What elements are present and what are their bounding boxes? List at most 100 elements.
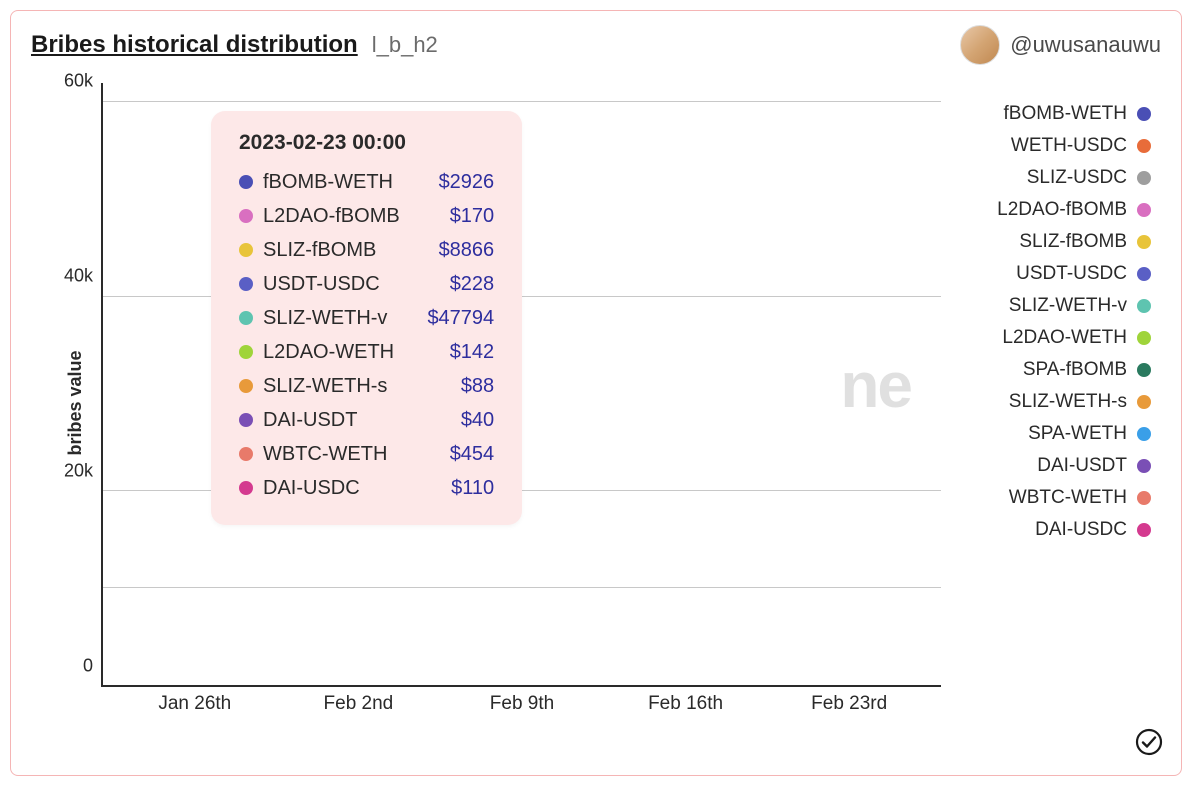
tooltip-row: DAI-USDT $40	[239, 403, 494, 437]
tooltip-value: $228	[450, 267, 495, 301]
tooltip-rows: fBOMB-WETH$2926L2DAO-fBOMB$170SLIZ-fBOMB…	[239, 165, 494, 505]
tooltip-series-label: SLIZ-fBOMB	[263, 233, 376, 267]
legend-item[interactable]: SLIZ-WETH-s	[961, 391, 1161, 413]
legend-dot-icon	[1137, 427, 1151, 441]
tooltip-dot-icon	[239, 413, 253, 427]
y-tick-label: 20k	[64, 461, 93, 482]
tooltip-value: $2926	[439, 165, 495, 199]
y-axis-ticks: 0 20k 40k 60k	[31, 73, 101, 733]
avatar	[960, 25, 1000, 65]
tooltip-dot-icon	[239, 379, 253, 393]
title-group: Bribes historical distribution l_b_h2	[31, 31, 438, 59]
tooltip: 2023-02-23 00:00 fBOMB-WETH$2926L2DAO-fB…	[211, 111, 522, 525]
legend-dot-icon	[1137, 171, 1151, 185]
legend: fBOMB-WETH WETH-USDC SLIZ-USDC L2DAO-fBOMB S…	[941, 73, 1161, 733]
tooltip-series-label: WBTC-WETH	[263, 437, 387, 471]
legend-label: DAI-USDC	[1035, 519, 1127, 541]
tooltip-dot-icon	[239, 447, 253, 461]
legend-label: SLIZ-USDC	[1027, 167, 1127, 189]
tooltip-dot-icon	[239, 209, 253, 223]
legend-label: SLIZ-WETH-s	[1009, 391, 1127, 413]
x-tick-label: Feb 23rd	[785, 693, 913, 715]
legend-item[interactable]: USDT-USDC	[961, 263, 1161, 285]
legend-item[interactable]: L2DAO-WETH	[961, 327, 1161, 349]
tooltip-value: $40	[461, 403, 494, 437]
chart-area: bribes value 020k40k60k ne Jan 26thFeb 2…	[31, 73, 1161, 733]
tooltip-value: $8866	[439, 233, 495, 267]
chart-subtitle: l_b_h2	[372, 32, 438, 58]
author-handle: @uwusanauwu	[1010, 32, 1161, 58]
legend-label: WETH-USDC	[1011, 135, 1127, 157]
legend-dot-icon	[1137, 299, 1151, 313]
tooltip-dot-icon	[239, 175, 253, 189]
legend-item[interactable]: DAI-USDC	[961, 519, 1161, 541]
legend-dot-icon	[1137, 491, 1151, 505]
legend-item[interactable]: SLIZ-fBOMB	[961, 231, 1161, 253]
legend-dot-icon	[1137, 395, 1151, 409]
legend-item[interactable]: SLIZ-WETH-v	[961, 295, 1161, 317]
y-tick-label: 40k	[64, 266, 93, 287]
legend-label: DAI-USDT	[1037, 455, 1127, 477]
legend-label: SLIZ-fBOMB	[1019, 231, 1127, 253]
legend-dot-icon	[1137, 267, 1151, 281]
legend-dot-icon	[1137, 459, 1151, 473]
tooltip-row: SLIZ-WETH-s$88	[239, 369, 494, 403]
legend-label: SLIZ-WETH-v	[1009, 295, 1127, 317]
tooltip-series-label: SLIZ-WETH-v	[263, 301, 387, 335]
tooltip-dot-icon	[239, 243, 253, 257]
tooltip-series-label: DAI-USDC	[263, 471, 360, 505]
x-tick-label: Feb 9th	[458, 693, 586, 715]
legend-dot-icon	[1137, 331, 1151, 345]
x-tick-label: Feb 2nd	[294, 693, 422, 715]
tooltip-value: $142	[450, 335, 495, 369]
tooltip-row: DAI-USDC $110	[239, 471, 494, 505]
tooltip-dot-icon	[239, 311, 253, 325]
legend-dot-icon	[1137, 523, 1151, 537]
legend-label: SPA-WETH	[1028, 423, 1127, 445]
legend-dot-icon	[1137, 139, 1151, 153]
tooltip-row: SLIZ-fBOMB $8866	[239, 233, 494, 267]
tooltip-dot-icon	[239, 277, 253, 291]
legend-item[interactable]: DAI-USDT	[961, 455, 1161, 477]
legend-item[interactable]: SPA-WETH	[961, 423, 1161, 445]
y-tick-label: 0	[83, 656, 93, 677]
author-block[interactable]: @uwusanauwu	[960, 25, 1161, 65]
legend-item[interactable]: WETH-USDC	[961, 135, 1161, 157]
card-header: Bribes historical distribution l_b_h2 @u…	[31, 25, 1161, 65]
tooltip-value: $110	[451, 471, 494, 505]
legend-item[interactable]: L2DAO-fBOMB	[961, 199, 1161, 221]
legend-item[interactable]: WBTC-WETH	[961, 487, 1161, 509]
tooltip-value: $454	[450, 437, 495, 471]
legend-label: USDT-USDC	[1016, 263, 1127, 285]
legend-label: SPA-fBOMB	[1023, 359, 1127, 381]
legend-item[interactable]: fBOMB-WETH	[961, 103, 1161, 125]
tooltip-series-label: L2DAO-fBOMB	[263, 199, 400, 233]
legend-item[interactable]: SPA-fBOMB	[961, 359, 1161, 381]
chart-title-link[interactable]: Bribes historical distribution	[31, 31, 358, 59]
x-tick-label: Jan 26th	[131, 693, 259, 715]
verified-check-icon[interactable]	[1135, 728, 1163, 761]
y-tick-label: 60k	[64, 71, 93, 92]
tooltip-title: 2023-02-23 00:00	[239, 131, 494, 155]
tooltip-row: L2DAO-WETH$142	[239, 335, 494, 369]
tooltip-value: $170	[450, 199, 495, 233]
tooltip-row: USDT-USDC$228	[239, 267, 494, 301]
tooltip-series-label: fBOMB-WETH	[263, 165, 393, 199]
x-axis-labels: Jan 26th Feb 2nd Feb 9th Feb 16th Feb 23rd	[103, 685, 941, 715]
tooltip-series-label: DAI-USDT	[263, 403, 357, 437]
tooltip-dot-icon	[239, 481, 253, 495]
legend-item[interactable]: SLIZ-USDC	[961, 167, 1161, 189]
legend-label: WBTC-WETH	[1009, 487, 1127, 509]
tooltip-value: $88	[461, 369, 494, 403]
tooltip-dot-icon	[239, 345, 253, 359]
x-tick-label: Feb 16th	[622, 693, 750, 715]
legend-dot-icon	[1137, 107, 1151, 121]
tooltip-row: SLIZ-WETH-v$47794	[239, 301, 494, 335]
legend-label: fBOMB-WETH	[1004, 103, 1128, 125]
chart-card: Bribes historical distribution l_b_h2 @u…	[10, 10, 1182, 776]
tooltip-row: L2DAO-fBOMB $170	[239, 199, 494, 233]
legend-dot-icon	[1137, 235, 1151, 249]
legend-dot-icon	[1137, 203, 1151, 217]
tooltip-row: WBTC-WETH $454	[239, 437, 494, 471]
tooltip-row: fBOMB-WETH $2926	[239, 165, 494, 199]
